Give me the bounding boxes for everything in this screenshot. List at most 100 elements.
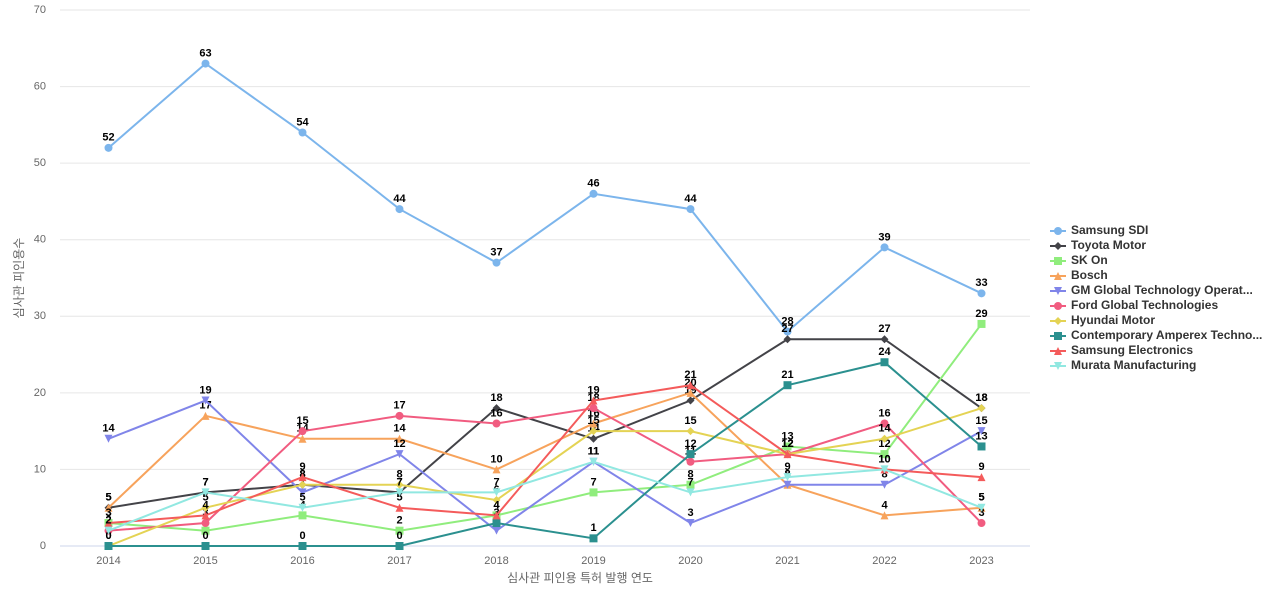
series-line <box>108 407 983 532</box>
marker <box>589 434 598 443</box>
data-label: 4 <box>493 499 500 511</box>
marker <box>686 396 695 405</box>
marker <box>201 542 210 550</box>
marker <box>977 427 986 436</box>
marker <box>492 496 501 505</box>
marker <box>977 503 986 512</box>
marker <box>104 434 113 443</box>
marker <box>589 534 598 543</box>
marker <box>492 258 501 267</box>
data-label: 14 <box>393 423 406 435</box>
x-tick-label: 2014 <box>96 555 120 567</box>
series-line <box>108 460 982 532</box>
marker <box>298 542 307 550</box>
data-label: 13 <box>975 430 987 442</box>
marker <box>783 442 792 451</box>
data-label: 10 <box>878 453 890 465</box>
marker <box>589 419 598 428</box>
marker <box>783 480 792 489</box>
legend-label: Hyundai Motor <box>1071 313 1155 327</box>
data-label: 14 <box>102 423 115 435</box>
marker <box>1054 242 1062 250</box>
marker <box>104 519 113 528</box>
y-tick-label: 70 <box>34 4 46 16</box>
marker <box>104 143 113 152</box>
legend-label: Toyota Motor <box>1071 238 1146 252</box>
data-label: 13 <box>781 430 793 442</box>
series: 23151716181112163 <box>104 392 986 535</box>
y-tick-label: 0 <box>40 540 46 552</box>
legend-label: Samsung SDI <box>1071 223 1148 237</box>
marker <box>1054 362 1062 370</box>
data-label: 8 <box>687 469 693 481</box>
marker <box>880 434 889 443</box>
marker <box>880 335 889 344</box>
data-label: 10 <box>490 453 502 465</box>
marker <box>686 381 695 390</box>
marker <box>589 457 598 466</box>
data-label: 16 <box>878 407 890 419</box>
marker <box>880 450 889 459</box>
x-tick-label: 2018 <box>484 555 508 567</box>
marker <box>104 542 113 550</box>
marker <box>104 503 113 512</box>
data-label: 0 <box>299 530 305 542</box>
marker <box>880 243 889 252</box>
marker <box>298 480 307 489</box>
data-label: 29 <box>975 308 987 320</box>
x-tick-label: 2020 <box>678 555 702 567</box>
data-label: 8 <box>881 469 887 481</box>
marker <box>977 442 986 451</box>
y-tick-label: 20 <box>34 387 46 399</box>
marker <box>589 396 598 405</box>
data-label: 18 <box>490 392 502 404</box>
marker <box>492 465 501 474</box>
marker <box>1054 332 1062 340</box>
marker <box>201 488 210 497</box>
marker <box>201 519 210 528</box>
x-axis-title: 심사관 피인용 특허 발행 연도 <box>507 570 653 585</box>
data-label: 15 <box>587 415 599 427</box>
marker <box>395 488 404 497</box>
marker <box>783 381 792 390</box>
series-line <box>108 361 983 547</box>
series-line <box>107 62 982 334</box>
marker <box>977 289 986 298</box>
data-label: 18 <box>975 392 987 404</box>
series-line <box>107 391 982 517</box>
series: 5787181419272718 <box>104 323 988 512</box>
data-label: 21 <box>684 369 696 381</box>
data-label: 0 <box>202 530 208 542</box>
marker <box>880 480 889 489</box>
y-tick-label: 40 <box>34 234 46 246</box>
data-label: 44 <box>684 193 697 205</box>
data-label: 44 <box>393 193 406 205</box>
marker <box>395 542 404 550</box>
marker <box>686 205 695 214</box>
data-label: 12 <box>684 438 696 450</box>
marker <box>1054 227 1062 235</box>
marker <box>395 480 404 489</box>
marker <box>298 128 307 137</box>
marker <box>1054 302 1062 310</box>
marker <box>686 457 695 466</box>
data-label: 7 <box>493 476 499 488</box>
data-label: 0 <box>105 530 111 542</box>
data-label: 12 <box>781 438 793 450</box>
marker <box>492 511 501 520</box>
data-label: 5 <box>105 492 111 504</box>
marker <box>589 427 598 436</box>
data-label: 16 <box>490 407 502 419</box>
marker <box>783 335 792 344</box>
marker <box>395 526 404 535</box>
legend-label: Ford Global Technologies <box>1071 298 1218 312</box>
y-tick-label: 10 <box>34 463 46 475</box>
legend-label: Bosch <box>1071 268 1108 282</box>
marker <box>686 388 695 397</box>
data-label: 19 <box>587 384 599 396</box>
legend-label: Contemporary Amperex Techno... <box>1071 328 1262 342</box>
data-label: 3 <box>687 507 693 519</box>
series: 2 7 5 7 7 11 7 9 10 5 <box>104 446 986 535</box>
